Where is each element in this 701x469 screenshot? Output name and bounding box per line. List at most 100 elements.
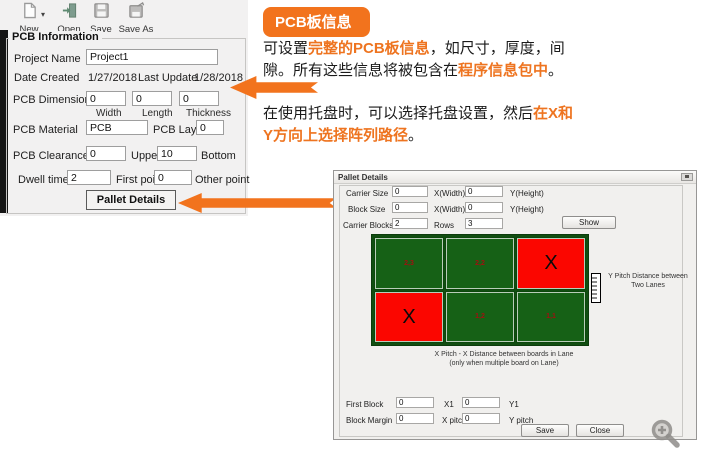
dimension-width-input[interactable]	[86, 91, 126, 106]
toolbar-item-save[interactable]: Save	[84, 2, 118, 35]
para1-text: 可设置	[263, 40, 309, 57]
carrier-size-label: Carrier Size	[346, 189, 389, 198]
para1-text-2: ，如尺寸，厚度，间隙。所有这些信息将被包含在	[263, 40, 565, 79]
pallet-details-dialog: Pallet Details Carrier Size X(Width) Y(H…	[333, 170, 697, 440]
y-pitch-label: Y pitch	[509, 416, 534, 425]
toolbar-label-new: New	[19, 24, 39, 35]
new-document-icon	[21, 2, 38, 23]
block-size-x-input[interactable]	[392, 202, 428, 213]
last-update-value: 1/28/2018	[194, 72, 243, 84]
ruler-icon	[591, 273, 601, 308]
save-button[interactable]: Save	[521, 424, 569, 437]
pallet-block-2-3[interactable]: 2,3	[374, 237, 444, 290]
para1-text-3: 。	[548, 62, 564, 79]
dialog-titlebar[interactable]	[334, 171, 696, 184]
date-created-label: Date Created	[14, 72, 80, 84]
block-margin-y-input[interactable]	[462, 413, 500, 424]
dialog-inner-panel	[339, 185, 683, 437]
toolbar-item-new[interactable]: New	[12, 2, 46, 35]
pcb-material-label: PCB Material	[13, 124, 78, 136]
dwell-time-label: Dwell time	[18, 174, 69, 186]
dialog-title: Pallet Details	[338, 173, 388, 182]
pallet-block-1-2[interactable]: 1,2	[445, 290, 515, 343]
pallet-block-1-3-excluded[interactable]: X	[374, 290, 444, 343]
block-margin-x-input[interactable]	[396, 413, 434, 424]
annotation-paragraph-1: 可设置完整的PCB板信息，如尺寸，厚度，间隙。所有这些信息将被包含在程序信息包中…	[263, 38, 581, 82]
left-arrow-annotation-2	[178, 193, 336, 213]
length-label: Length	[142, 108, 173, 119]
rows-input[interactable]	[465, 218, 503, 229]
pcb-clearance-label: PCB Clearance	[13, 150, 89, 162]
para2-text-2: 。	[408, 127, 424, 144]
dropdown-caret-icon[interactable]: ▾	[41, 10, 46, 19]
toolbar-label-save: Save	[90, 24, 112, 35]
pcb-information-panel: New ▾ Open Save Save As PCB Information …	[0, 0, 250, 216]
dimension-length-input[interactable]	[132, 91, 172, 106]
project-name-input[interactable]	[86, 49, 218, 65]
callout-tag: PCB板信息	[263, 7, 370, 37]
clearance-bottom-input[interactable]	[157, 146, 197, 161]
rows-label: Rows	[434, 221, 455, 230]
pcb-information-groupbox	[6, 38, 246, 214]
pcb-material-input[interactable]	[86, 120, 148, 135]
pallet-block-2-1-excluded[interactable]: X	[516, 237, 586, 290]
dwell-first-input[interactable]	[67, 170, 111, 185]
x-width-label-1: X(Width)	[434, 189, 466, 198]
carrier-size-y-input[interactable]	[465, 186, 503, 197]
para1-highlight-1: 完整的PCB板信息	[308, 40, 430, 57]
dialog-close-button[interactable]	[681, 173, 693, 181]
clearance-upper-input[interactable]	[86, 146, 126, 161]
toolbar-item-save-as[interactable]: Save As	[116, 1, 156, 35]
x-pitch-note-line1: X Pitch - X Distance between boards in L…	[434, 351, 574, 358]
dwell-other-input[interactable]	[154, 170, 192, 185]
zoom-magnifier-icon[interactable]	[650, 418, 682, 450]
block-size-y-input[interactable]	[465, 202, 503, 213]
project-name-label: Project Name	[14, 53, 81, 65]
block-label: 1,1	[546, 313, 556, 321]
pallet-details-button[interactable]: Pallet Details	[86, 190, 176, 210]
carrier-size-x-input[interactable]	[392, 186, 428, 197]
y-height-label-1: Y(Height)	[510, 189, 544, 198]
group-title: PCB Information	[9, 31, 102, 43]
close-button[interactable]: Close	[576, 424, 624, 437]
block-size-label: Block Size	[348, 205, 386, 214]
x-pitch-note-line2: (only when multiple board on Lane)	[449, 360, 559, 367]
block-label: 1,2	[475, 313, 485, 321]
para1-highlight-2: 程序信息包中	[458, 62, 549, 79]
first-block-x-input[interactable]	[396, 397, 434, 408]
annotation-paragraph-2: 在使用托盘时，可以选择托盘设置，然后在X和Y方向上选择阵列路径。	[263, 103, 581, 147]
width-label: Width	[96, 108, 122, 119]
carrier-blocks-input[interactable]	[392, 218, 428, 229]
block-margin-label: Block Margin	[346, 416, 393, 425]
y1-label: Y1	[509, 400, 519, 409]
last-update-label: Last Update	[138, 72, 198, 84]
other-point-label: Other point	[195, 174, 250, 186]
first-block-label: First Block	[346, 400, 384, 409]
pallet-block-1-1[interactable]: 1,1	[516, 290, 586, 343]
y-height-label-2: Y(Height)	[510, 205, 544, 214]
upper-label: Upper	[131, 150, 161, 162]
toolbar-item-open[interactable]: Open	[52, 2, 86, 35]
first-block-y-input[interactable]	[462, 397, 500, 408]
pallet-grid: 2,3 2,2 X X 1,2 1,1	[371, 234, 589, 346]
pallet-block-2-2[interactable]: 2,2	[445, 237, 515, 290]
date-created-value: 1/27/2018	[88, 72, 137, 84]
bottom-label: Bottom	[201, 150, 236, 162]
dimension-thickness-input[interactable]	[179, 91, 219, 106]
save-floppy-icon	[93, 3, 110, 23]
save-as-floppy-icon	[128, 1, 145, 23]
excluded-x-mark: X	[402, 305, 416, 328]
toolbar-label-save-as: Save As	[118, 24, 154, 35]
para2-text: 在使用托盘时，可以选择托盘设置，然后	[263, 105, 534, 122]
pcb-layer-input[interactable]	[196, 120, 224, 135]
para2-highlight-1: 在X和Y方向上选择阵列路径	[263, 105, 574, 144]
block-label: 2,2	[475, 259, 485, 267]
panel-left-edge	[0, 30, 8, 213]
toolbar-label-open: Open	[57, 24, 81, 35]
open-icon	[61, 3, 78, 23]
first-point-label: First point	[116, 174, 165, 186]
pcb-layer-label: PCB Layer	[153, 124, 207, 136]
show-button[interactable]: Show	[562, 216, 616, 229]
carrier-blocks-label: Carrier Blocks	[343, 221, 394, 230]
